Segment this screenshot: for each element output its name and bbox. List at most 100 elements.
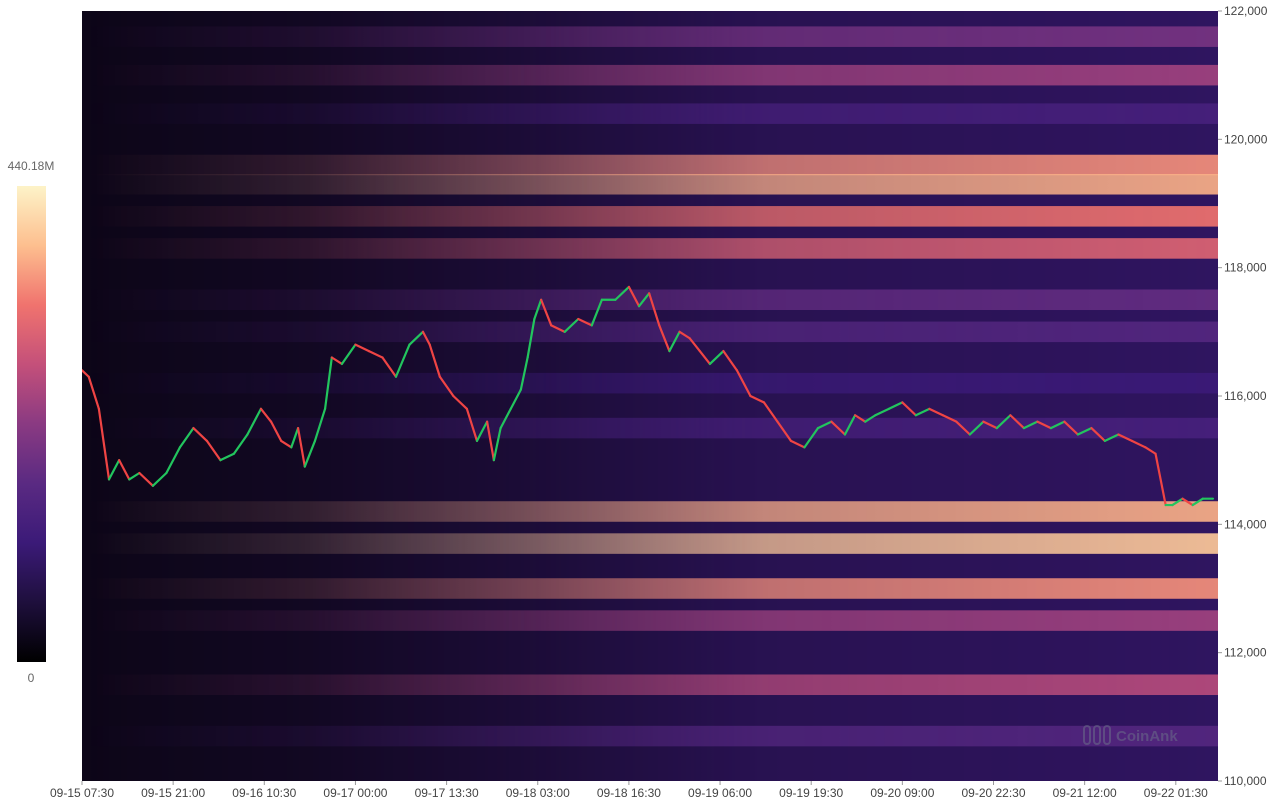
- price-segment: [151, 471, 168, 487]
- price-segment: [1154, 452, 1167, 507]
- price-segment: [853, 414, 867, 423]
- price-segment: [928, 407, 944, 417]
- liquidity-band: [82, 533, 1218, 554]
- price-segment: [438, 375, 455, 398]
- price-segment: [698, 349, 712, 366]
- price-segment: [843, 414, 857, 436]
- price-segment: [354, 343, 371, 353]
- price-segment: [280, 439, 293, 449]
- colorbar-gradient: [17, 186, 46, 662]
- price-segment: [1130, 439, 1147, 449]
- price-segment: [887, 401, 904, 410]
- price-segment: [735, 369, 752, 398]
- x-tick-label: 09-18 03:00: [506, 786, 570, 800]
- price-segment: [232, 433, 249, 455]
- price-segment: [658, 324, 671, 353]
- price-segment: [1181, 497, 1194, 507]
- x-tick-label: 09-22 01:30: [1144, 786, 1208, 800]
- price-segment: [107, 459, 121, 481]
- y-tick-label: 116,000: [1224, 389, 1267, 403]
- price-segment: [1009, 414, 1025, 430]
- price-segment: [816, 420, 833, 430]
- price-segment: [1022, 420, 1039, 430]
- x-tick-label: 09-17 13:30: [415, 786, 479, 800]
- price-segment: [290, 426, 300, 449]
- price-segment: [219, 452, 236, 462]
- liquidity-band: [82, 238, 1218, 259]
- price-segment: [178, 426, 195, 449]
- liquidity-band: [82, 725, 1218, 747]
- price-segment: [577, 317, 593, 327]
- price-segment: [776, 420, 793, 443]
- price-segment: [408, 330, 425, 346]
- price-segment: [901, 401, 917, 417]
- price-segment: [87, 375, 100, 410]
- price-segment: [269, 420, 283, 443]
- price-segment: [648, 292, 661, 327]
- price-segment: [118, 459, 131, 481]
- liquidity-band: [82, 417, 1218, 439]
- price-segment: [499, 407, 512, 430]
- price-segment: [914, 407, 931, 417]
- x-tick-label: 09-16 10:30: [232, 786, 296, 800]
- price-segment: [421, 330, 431, 346]
- price-segment: [205, 439, 222, 462]
- y-tick-label: 112,000: [1224, 646, 1267, 660]
- coinank-logo-icon: [1083, 725, 1111, 745]
- price-segment: [259, 407, 273, 423]
- price-segment: [678, 330, 691, 340]
- price-segment: [982, 420, 998, 430]
- price-segment: [1144, 446, 1157, 455]
- watermark: CoinAnk: [1083, 725, 1178, 745]
- price-segment: [968, 420, 985, 436]
- price-segment: [995, 414, 1012, 430]
- price-segment: [1036, 420, 1052, 430]
- price-segment: [1103, 433, 1120, 443]
- liquidity-band: [82, 289, 1218, 311]
- x-tick-label: 09-17 00:00: [323, 786, 387, 800]
- colorbar: 440.18M 0: [8, 159, 55, 685]
- price-segment: [614, 285, 631, 301]
- price-segment: [428, 343, 441, 378]
- price-segment: [323, 356, 333, 410]
- price-segment: [627, 285, 641, 308]
- liquidity-band: [82, 173, 1218, 195]
- liquidity-band: [82, 372, 1218, 394]
- price-segment: [128, 471, 141, 481]
- price-segment: [97, 407, 111, 481]
- price-segment: [708, 349, 725, 366]
- liquidity-band: [82, 206, 1218, 227]
- price-segment: [452, 394, 468, 410]
- liquidity-band: [82, 64, 1218, 86]
- y-tick-label: 110,000: [1224, 774, 1267, 788]
- price-segment: [330, 356, 344, 366]
- x-tick-label: 09-20 22:30: [961, 786, 1025, 800]
- liquidity-bands: [82, 26, 1218, 747]
- heatmap-haze: [82, 11, 1218, 781]
- liquidity-band: [82, 154, 1218, 176]
- price-segment: [381, 356, 398, 378]
- liquidity-band: [82, 321, 1218, 343]
- price-segment: [394, 343, 411, 378]
- watermark-text: CoinAnk: [1116, 728, 1178, 745]
- price-segment: [955, 420, 971, 436]
- price-segment: [540, 298, 553, 327]
- liquidity-band: [82, 501, 1218, 522]
- liquidity-band: [82, 26, 1218, 47]
- price-segment: [165, 446, 182, 475]
- colorbar-min-label: 0: [28, 671, 35, 685]
- price-segment: [874, 407, 890, 417]
- price-series: [82, 285, 1215, 507]
- price-segment: [637, 292, 651, 308]
- price-segment: [465, 407, 479, 443]
- x-tick-label: 09-19 19:30: [779, 786, 843, 800]
- price-segment: [367, 349, 384, 359]
- liquidity-band: [82, 610, 1218, 631]
- y-tick-label: 118,000: [1224, 261, 1267, 275]
- liquidity-band: [82, 103, 1218, 124]
- price-segment: [533, 298, 543, 321]
- x-tick-label: 09-21 12:00: [1053, 786, 1117, 800]
- liquidity-band: [82, 674, 1218, 696]
